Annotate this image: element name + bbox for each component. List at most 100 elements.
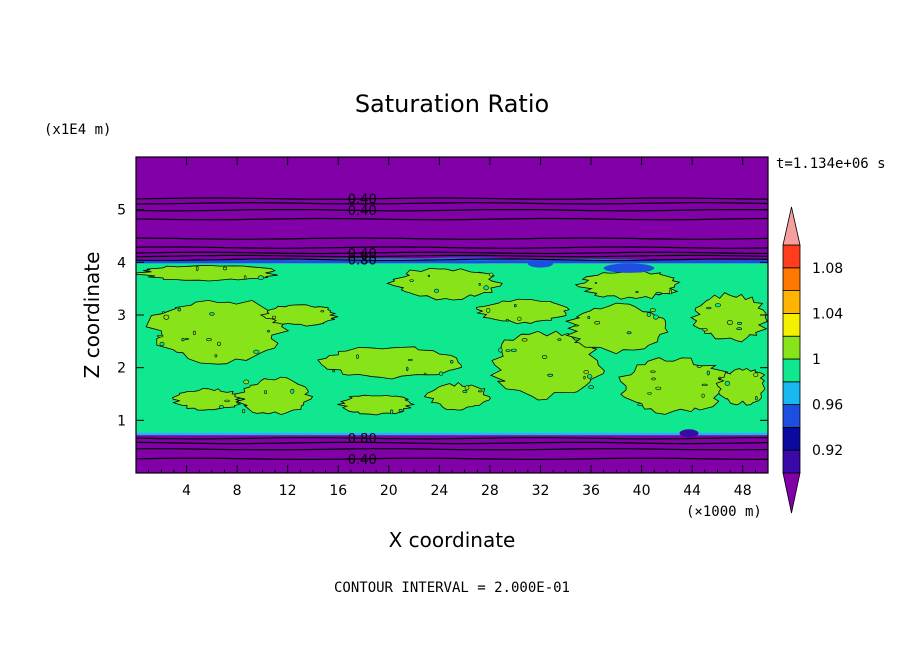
band-0 xyxy=(136,435,768,473)
contour-label: 0.40 xyxy=(348,193,377,208)
y-tick-label: 3 xyxy=(117,308,126,324)
contour-island xyxy=(271,315,276,319)
contour-island xyxy=(157,334,164,338)
contour-island xyxy=(521,338,528,342)
contour-island xyxy=(206,338,212,342)
contour-island xyxy=(513,304,517,308)
contour-island xyxy=(706,307,712,310)
supersaturated-region-6 xyxy=(337,394,416,416)
contour-island xyxy=(652,314,659,320)
contour-island xyxy=(409,279,414,282)
contour-island xyxy=(737,321,742,325)
contour-island xyxy=(583,370,589,375)
contour-island xyxy=(498,347,503,353)
contour-island xyxy=(753,372,759,378)
contour-island xyxy=(390,409,394,415)
contour-island xyxy=(162,311,165,314)
contour-island xyxy=(696,365,702,368)
colorbar-segment xyxy=(782,449,801,474)
band-4 xyxy=(136,157,768,260)
x-tick-label: 16 xyxy=(329,483,347,499)
contour-island xyxy=(583,375,586,380)
contour-island xyxy=(505,349,511,352)
time-label: t=1.134e+06 s xyxy=(776,156,886,172)
contour-island xyxy=(195,265,199,271)
contour-line xyxy=(136,202,768,205)
x-unit-label: (×1000 m) xyxy=(686,504,762,520)
contour-island xyxy=(655,386,662,390)
x-tick-label: 24 xyxy=(430,483,448,499)
contour-island xyxy=(433,288,439,293)
contour-line xyxy=(136,254,768,258)
colorbar-segment xyxy=(782,267,801,291)
contour-line xyxy=(136,258,768,261)
contour-island xyxy=(209,312,215,316)
supersaturated-region-4 xyxy=(259,304,339,327)
contour-island xyxy=(755,396,758,401)
x-tick-label: 48 xyxy=(734,483,752,499)
contour-island xyxy=(505,318,509,322)
contour-line xyxy=(136,251,768,255)
contour-island xyxy=(626,331,632,335)
colorbar-segment xyxy=(782,312,801,337)
contour-island xyxy=(214,354,218,358)
contour-island xyxy=(462,389,468,393)
contour-island xyxy=(427,274,431,278)
contour-island xyxy=(557,338,562,341)
supersaturated-region-13 xyxy=(618,357,730,415)
colorbar-segment xyxy=(782,381,801,405)
contour-island xyxy=(257,275,264,281)
colorbar-segment xyxy=(782,404,801,428)
contour-line xyxy=(136,209,768,212)
contour-island xyxy=(184,337,189,340)
contour-island xyxy=(219,405,224,409)
contour-island xyxy=(635,290,639,294)
colorbar-over-arrow xyxy=(782,206,801,246)
contour-island xyxy=(541,355,548,359)
contour-island xyxy=(655,291,662,295)
supersaturated-region-12 xyxy=(574,268,681,300)
contour-island xyxy=(243,379,250,385)
contour-island xyxy=(586,374,593,379)
contour-line xyxy=(136,246,768,249)
x-tick-label: 20 xyxy=(380,483,398,499)
contour-island xyxy=(647,392,652,395)
colorbar-segment xyxy=(782,358,801,383)
contour-island xyxy=(224,399,230,402)
contour-line xyxy=(136,197,768,200)
contour-island xyxy=(649,308,656,312)
contour-island xyxy=(406,366,409,372)
colorbar-tick-label: 1.08 xyxy=(812,261,843,277)
x-axis-label: X coordinate xyxy=(389,528,516,552)
supersaturated-region-7 xyxy=(386,267,503,301)
band-1 xyxy=(136,432,768,436)
x-tick-label: 12 xyxy=(279,483,297,499)
contour-island xyxy=(243,275,247,280)
contour-island xyxy=(489,272,494,277)
subsaturated-patch-1 xyxy=(603,263,655,273)
contour-interval-footer: CONTOUR INTERVAL = 2.000E-01 xyxy=(334,580,570,596)
colorbar-segment xyxy=(782,244,801,269)
contour-island xyxy=(483,285,489,291)
contour-island xyxy=(242,409,246,414)
contour-island xyxy=(222,266,228,271)
contour-island xyxy=(450,360,454,364)
supersaturated-region-15 xyxy=(715,367,766,406)
colorbar-tick-label: 0.92 xyxy=(812,443,843,459)
contour-island xyxy=(706,370,710,376)
contour-island xyxy=(320,310,325,313)
contour-island xyxy=(439,371,444,376)
contour-island xyxy=(477,390,483,393)
plot-area xyxy=(136,157,768,473)
supersaturated-region-11 xyxy=(564,302,669,355)
contour-island xyxy=(253,349,260,354)
x-tick-label: 44 xyxy=(683,483,701,499)
contour-label: 0.40 xyxy=(348,247,377,262)
y-tick-label: 2 xyxy=(117,361,126,377)
x-tick-label: 8 xyxy=(233,483,242,499)
contour-island xyxy=(398,408,403,412)
contour-island xyxy=(217,341,221,346)
y-tick-label: 5 xyxy=(117,203,126,219)
contour-island xyxy=(651,377,656,381)
